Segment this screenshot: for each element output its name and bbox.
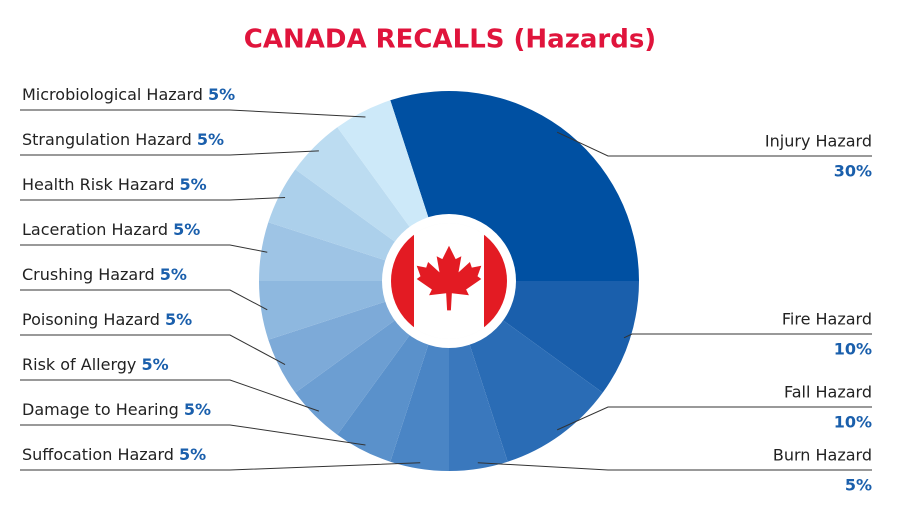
chart-title: CANADA RECALLS (Hazards) bbox=[244, 25, 656, 55]
leader-line bbox=[477, 462, 872, 471]
category-name: Laceration Hazard bbox=[22, 220, 168, 239]
slice-label: Strangulation Hazard 5% bbox=[22, 130, 224, 149]
slice-label: Suffocation Hazard 5% bbox=[22, 445, 206, 464]
value-label: 5% bbox=[160, 265, 187, 284]
value-label: 5% bbox=[845, 476, 872, 495]
slice bbox=[497, 281, 639, 393]
category-name: Poisoning Hazard bbox=[22, 310, 160, 329]
slice bbox=[337, 329, 431, 462]
category-name: Damage to Hearing bbox=[22, 400, 179, 419]
slice-label: Risk of Allergy 5% bbox=[22, 355, 169, 374]
slice-label: Damage to Hearing 5% bbox=[22, 400, 211, 419]
value-label: 5% bbox=[173, 220, 200, 239]
donut bbox=[259, 90, 639, 472]
value-label: 5% bbox=[165, 310, 192, 329]
category-name: Suffocation Hazard bbox=[22, 445, 174, 464]
value-label: 5% bbox=[179, 445, 206, 464]
slice-label: Laceration Hazard 5% bbox=[22, 220, 200, 239]
slice bbox=[268, 299, 401, 393]
slice-label: Burn Hazard bbox=[773, 446, 872, 465]
leader-line bbox=[20, 289, 268, 311]
slice-label: Crushing Hazard 5% bbox=[22, 265, 187, 284]
slice bbox=[259, 222, 392, 281]
slice-label: Microbiological Hazard 5% bbox=[22, 85, 235, 104]
leader-line bbox=[20, 109, 366, 118]
leader-line bbox=[20, 334, 286, 365]
slice bbox=[259, 281, 392, 340]
slice bbox=[467, 316, 603, 462]
value-label: 5% bbox=[208, 85, 235, 104]
value-label: 10% bbox=[834, 413, 872, 432]
value-label: 5% bbox=[141, 355, 168, 374]
slice-label: Injury Hazard bbox=[765, 132, 872, 151]
category-name: Crushing Hazard bbox=[22, 265, 155, 284]
value-label: 5% bbox=[184, 400, 211, 419]
category-name: Microbiological Hazard bbox=[22, 85, 203, 104]
flag bbox=[391, 223, 507, 339]
slice bbox=[449, 338, 508, 472]
leader-line bbox=[20, 244, 268, 253]
slice bbox=[268, 169, 401, 263]
value-label: 5% bbox=[179, 175, 206, 194]
slice-label: Fire Hazard bbox=[782, 310, 872, 329]
value-label: 5% bbox=[197, 130, 224, 149]
slice bbox=[337, 100, 431, 233]
slice-label: Fall Hazard bbox=[784, 383, 872, 402]
leader-line bbox=[20, 150, 319, 156]
leader-line bbox=[556, 131, 872, 157]
value-label: 10% bbox=[834, 340, 872, 359]
leader-line bbox=[20, 462, 421, 471]
leader-line bbox=[20, 424, 366, 446]
value-label: 30% bbox=[834, 162, 872, 181]
slice-label: Poisoning Hazard 5% bbox=[22, 310, 192, 329]
category-name: Risk of Allergy bbox=[22, 355, 136, 374]
slice bbox=[390, 90, 639, 281]
leader-line bbox=[20, 379, 320, 412]
category-name: Health Risk Hazard bbox=[22, 175, 174, 194]
slice bbox=[390, 338, 449, 471]
leader-line bbox=[20, 196, 286, 201]
category-name: Strangulation Hazard bbox=[22, 130, 192, 149]
leader-line bbox=[556, 406, 872, 431]
slice bbox=[295, 316, 414, 435]
leader-line bbox=[623, 333, 872, 339]
slice-label: Health Risk Hazard 5% bbox=[22, 175, 207, 194]
slice bbox=[295, 127, 414, 246]
